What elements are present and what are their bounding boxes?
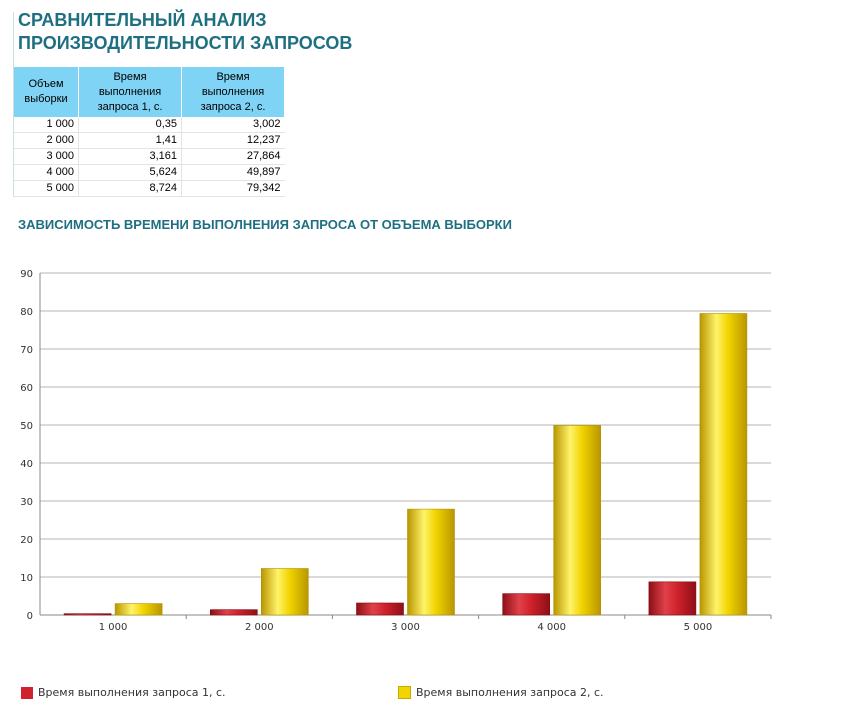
legend-label-query2: Время выполнения запроса 2, с. [416, 686, 604, 699]
bar-1-5 [648, 581, 697, 616]
legend-swatch-red [21, 686, 33, 699]
cell-query1-time: 0,35 [78, 117, 182, 133]
cell-query2-time: 12,237 [181, 132, 285, 149]
x-tick-label: 3 000 [391, 622, 420, 633]
page-title-line-1: СРАВНИТЕЛЬНЫЙ АНАЛИЗ [18, 10, 267, 30]
cell-query2-time: 27,864 [181, 148, 285, 165]
header-query1-time: Время выполнения запроса 1, с. [78, 67, 182, 117]
y-tick-label: 80 [20, 307, 33, 318]
bar-2-1 [114, 603, 163, 616]
y-tick-label: 0 [27, 611, 33, 622]
y-tick-label: 20 [20, 535, 33, 546]
cell-sample-size: 3 000 [14, 148, 79, 165]
bar-2-2 [260, 568, 309, 616]
header-line: Время [216, 70, 250, 83]
y-tick-label: 90 [20, 269, 33, 280]
legend-item-query2: Время выполнения запроса 2, с. [398, 686, 604, 699]
legend-item-query1: Время выполнения запроса 1, с. [21, 686, 226, 699]
table-row: 2 000 1,41 12,237 [14, 132, 285, 149]
left-rule [13, 12, 14, 197]
legend-swatch-yellow [398, 686, 411, 699]
bar-2-4 [553, 425, 602, 616]
cell-query1-time: 5,624 [78, 164, 182, 181]
cell-query2-time: 49,897 [181, 164, 285, 181]
header-line: запроса 1, с. [97, 100, 163, 113]
x-tick-label: 2 000 [245, 622, 274, 633]
legend-label-query1: Время выполнения запроса 1, с. [38, 686, 226, 699]
cell-query1-time: 8,724 [78, 180, 182, 197]
cell-query1-time: 1,41 [78, 132, 182, 149]
y-tick-label: 70 [20, 345, 33, 356]
header-line: выполнения [201, 85, 265, 98]
table-row: 5 000 8,724 79,342 [14, 180, 285, 197]
header-query2-time: Время выполнения запроса 2, с. [181, 67, 285, 117]
table-row: 4 000 5,624 49,897 [14, 164, 285, 181]
x-tick-label: 1 000 [99, 622, 128, 633]
bar-chart: 0 10 20 30 40 50 60 70 80 90 1 000 2 000 3 000 4 000 5… [20, 269, 772, 633]
header-line: Время [113, 70, 147, 83]
x-tick-label: 5 000 [684, 622, 713, 633]
bar-1-4 [502, 593, 551, 616]
header-sample-size: Объем выборки [14, 67, 79, 117]
cell-sample-size: 4 000 [14, 164, 79, 181]
cell-query2-time: 3,002 [181, 117, 285, 133]
header-line: выборки [24, 93, 68, 105]
bar-2-5 [699, 313, 748, 616]
cell-query1-time: 3,161 [78, 148, 182, 165]
page-title: СРАВНИТЕЛЬНЫЙ АНАЛИЗ ПРОИЗВОДИТЕЛЬНОСТИ … [18, 9, 352, 55]
header-line: Объем [28, 78, 64, 90]
data-table: Объем выборки Время выполнения запроса 1… [14, 67, 285, 197]
page-title-line-2: ПРОИЗВОДИТЕЛЬНОСТИ ЗАПРОСОВ [18, 33, 353, 53]
table-row: 3 000 3,161 27,864 [14, 148, 285, 165]
cell-sample-size: 1 000 [14, 117, 79, 133]
y-tick-label: 10 [20, 573, 33, 584]
table-row: 1 000 0,35 3,002 [14, 117, 285, 133]
header-line: запроса 2, с. [200, 100, 266, 113]
cell-sample-size: 5 000 [14, 180, 79, 197]
cell-sample-size: 2 000 [14, 132, 79, 149]
y-tick-label: 60 [20, 383, 33, 394]
y-tick-label: 30 [20, 497, 33, 508]
table-header-row: Объем выборки Время выполнения запроса 1… [14, 67, 285, 117]
y-tick-label: 50 [20, 421, 33, 432]
y-tick-label: 40 [20, 459, 33, 470]
bar-1-2 [210, 609, 258, 616]
bar-1-3 [356, 602, 404, 616]
bar-2-3 [407, 508, 455, 616]
x-tick-label: 4 000 [537, 622, 566, 633]
cell-query2-time: 79,342 [181, 180, 285, 197]
header-line: выполнения [98, 85, 162, 98]
chart-title: ЗАВИСИМОСТЬ ВРЕМЕНИ ВЫПОЛНЕНИЯ ЗАПРОСА О… [18, 217, 512, 232]
bar-1-1 [63, 613, 112, 616]
